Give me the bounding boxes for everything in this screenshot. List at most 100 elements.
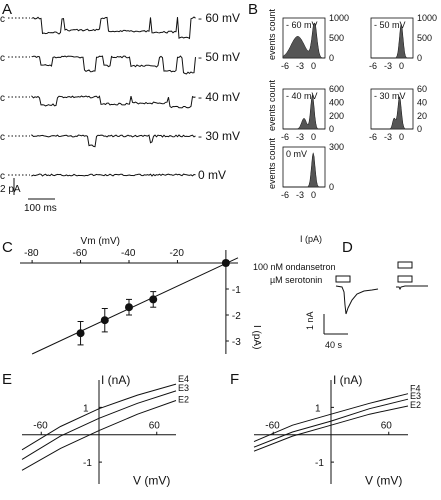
closed-level-marker: c — [0, 14, 5, 25]
histogram-xtick: 0 — [399, 132, 404, 142]
time-scale-label: 100 ms — [24, 203, 57, 214]
channel-trace — [31, 95, 196, 109]
histogram-xtick: -3 — [296, 190, 304, 200]
iv-curve — [21, 383, 177, 451]
c-data-point — [100, 316, 109, 325]
iv-curve — [253, 405, 409, 452]
voltage-label: - 60 mV — [198, 11, 240, 25]
histogram-xtick: -3 — [384, 61, 392, 71]
histogram-title: 0 mV — [286, 149, 307, 159]
iv-curve — [21, 390, 177, 460]
iv-curve — [21, 400, 177, 471]
histogram-ytick: 500 — [329, 33, 344, 43]
histogram-ytick: 60 — [417, 84, 427, 94]
histogram-title: - 30 mV — [374, 91, 406, 101]
iv-y-axis-title: I (nA) — [333, 373, 362, 387]
c-y-tick-label: -2 — [232, 311, 241, 322]
histogram-bars — [283, 152, 325, 188]
iv-curve-label: E3 — [410, 391, 421, 401]
histogram-ytick: 40 — [417, 98, 427, 108]
hist-x-axis-title: I (pA) — [300, 234, 322, 244]
histogram-ytick: 1000 — [329, 13, 349, 23]
serotonin-bar-1 — [335, 275, 351, 283]
c-data-point — [221, 259, 230, 267]
c-x-tick-label: -60 — [73, 248, 88, 259]
histogram-ytick: 1000 — [417, 13, 437, 23]
panel-d-label: D — [342, 239, 353, 256]
panel-a: A c- 60 mVc - 50 mVc - 40 mVc - 30 mVc 0 mV … — [0, 1, 240, 214]
iv-x-tick-label: 60 — [381, 421, 393, 432]
voltage-label: - 50 mV — [198, 50, 240, 64]
closed-level-marker: c — [0, 53, 5, 64]
histogram-ylabel: events count — [267, 137, 277, 189]
c-fit-line — [31, 257, 239, 355]
iv-curve-label: E2 — [178, 395, 189, 405]
iv-curve-label: E2 — [410, 400, 421, 410]
voltage-label: 0 mV — [198, 168, 226, 182]
panel-f-label: F — [230, 371, 239, 388]
panel-c-label: C — [2, 239, 13, 256]
iv-curve-label: E3 — [178, 383, 189, 393]
ondansetron-label: 100 nM ondansetron — [253, 262, 336, 272]
histogram-ytick: 0 — [417, 53, 422, 63]
iv-x-tick-label: -60 — [265, 421, 280, 432]
iv-curve-label: F4 — [410, 384, 421, 394]
c-y-axis-title: I (pA) — [251, 325, 262, 349]
c-x-tick-label: -80 — [24, 248, 39, 259]
c-x-axis-title: Vm (mV) — [81, 236, 120, 247]
histogram-xtick: -3 — [384, 132, 392, 142]
closed-level-marker: c — [0, 93, 5, 104]
histogram-ytick: 400 — [329, 98, 344, 108]
iv-y-axis-title: I (nA) — [101, 373, 130, 387]
histogram-xtick: -3 — [296, 132, 304, 142]
histogram-bars — [282, 22, 325, 59]
histogram-xtick: 0 — [311, 61, 316, 71]
iv-curve-label: E4 — [178, 374, 189, 384]
iv-x-tick-label: 60 — [149, 421, 161, 432]
iv-y-tick-label: -1 — [83, 458, 92, 469]
histogram-ytick: 0 — [417, 124, 422, 134]
voltage-label: - 30 mV — [198, 129, 240, 143]
iv-x-tick-label: -60 — [33, 421, 48, 432]
d-time-scale-label: 40 s — [325, 340, 343, 350]
iv-x-axis-title: V (mV) — [365, 474, 402, 488]
histogram-xtick: -6 — [281, 190, 289, 200]
histogram-ytick: 0 — [329, 182, 334, 192]
histogram-ytick: 200 — [329, 111, 344, 121]
histogram-xtick: 0 — [311, 190, 316, 200]
panel-c: C -80 -60 -40 -20 Vm (mV) -1 -2 -3 I (pA) — [2, 236, 262, 355]
closed-level-marker: c — [0, 132, 5, 143]
c-y-tick-label: -3 — [232, 337, 241, 348]
iv-y-tick-label: 1 — [83, 403, 89, 414]
channel-trace — [31, 16, 196, 40]
histogram-ytick: 300 — [329, 142, 344, 152]
histogram-bars — [371, 96, 413, 130]
histogram-ytick: 0 — [329, 53, 334, 63]
serotonin-response-trace — [335, 285, 379, 315]
channel-trace — [31, 133, 196, 148]
iv-curve — [253, 398, 409, 448]
ondansetron-response-trace — [396, 285, 428, 291]
panel-e-label: E — [2, 371, 12, 388]
histogram-title: - 60 mV — [286, 20, 318, 30]
channel-trace — [31, 55, 196, 75]
c-y-tick-label: -1 — [232, 285, 241, 296]
closed-level-marker: c — [0, 171, 5, 182]
histogram-xtick: -6 — [281, 61, 289, 71]
histogram-ytick: 500 — [417, 33, 432, 43]
iv-y-tick-label: 1 — [315, 403, 321, 414]
histogram-xtick: 0 — [311, 132, 316, 142]
c-data-point — [76, 329, 85, 338]
histogram-title: - 50 mV — [374, 20, 406, 30]
histogram-ylabel: events count — [267, 8, 277, 60]
c-x-tick-label: -20 — [169, 248, 184, 259]
histogram-ylabel: events count — [267, 79, 277, 131]
panel-a-label: A — [2, 1, 12, 18]
iv-y-tick-label: -1 — [315, 458, 324, 469]
histogram-bars — [283, 94, 325, 130]
panel-d: D 100 nM ondansetron µM serotonin 1 nA 4… — [253, 239, 428, 350]
iv-x-axis-title: V (mV) — [133, 474, 170, 488]
